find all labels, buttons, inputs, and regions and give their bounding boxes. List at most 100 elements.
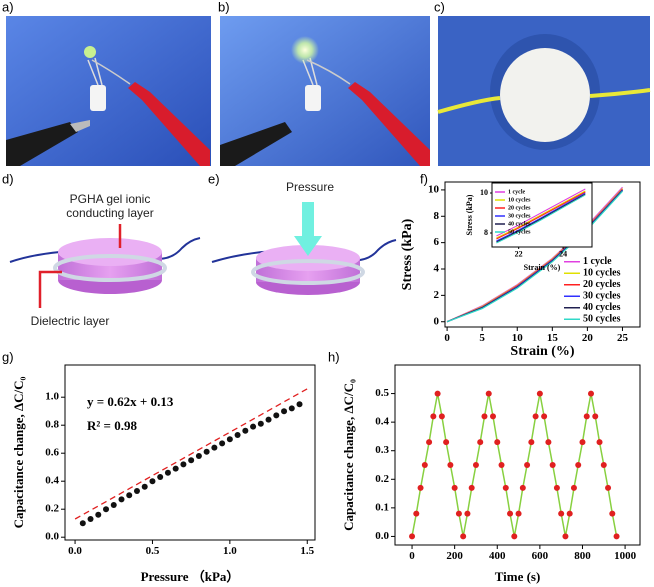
panel-label: f) bbox=[420, 171, 428, 186]
point bbox=[472, 462, 479, 468]
point bbox=[519, 484, 526, 491]
point bbox=[421, 462, 428, 468]
point bbox=[438, 413, 445, 420]
chart: 22 24 8 10 Strain (%) Stress (kPa) 1 cycle 10 c… bbox=[465, 182, 593, 272]
legend-label: 20 cycles bbox=[583, 279, 621, 290]
point bbox=[596, 439, 603, 446]
y-tick-label: 2 bbox=[434, 289, 440, 301]
point bbox=[600, 462, 607, 468]
x-tick-label: 600 bbox=[532, 550, 549, 562]
point bbox=[188, 457, 195, 464]
x-tick-label: 0 bbox=[409, 550, 415, 562]
point bbox=[481, 413, 488, 420]
point bbox=[507, 510, 514, 517]
point bbox=[468, 484, 475, 491]
point bbox=[455, 510, 462, 517]
series-line bbox=[496, 191, 586, 240]
legend-label: 10 cycles bbox=[583, 268, 621, 279]
x-tick-label: 1000 bbox=[614, 550, 637, 562]
point bbox=[180, 461, 187, 468]
x-tick-label: 24 bbox=[559, 249, 567, 258]
panel-label: h) bbox=[328, 349, 340, 364]
x-tick-label: 20 bbox=[582, 332, 594, 344]
point bbox=[219, 440, 226, 447]
diagram-label: conducting layer bbox=[66, 206, 153, 220]
y-tick-label: 0.8 bbox=[45, 419, 59, 431]
x-tick-label: 200 bbox=[446, 550, 463, 562]
point bbox=[87, 516, 94, 522]
point bbox=[515, 510, 522, 517]
y-axis-label: Capacitance change, ΔC/C₀ bbox=[341, 379, 356, 531]
x-tick-label: 0 bbox=[444, 332, 450, 344]
y-tick-label: 4 bbox=[434, 263, 440, 275]
point bbox=[211, 444, 218, 451]
series-line bbox=[496, 192, 586, 242]
annotation: R² = 0.98 bbox=[87, 418, 137, 433]
y-tick-label: 0.4 bbox=[375, 416, 389, 428]
point bbox=[490, 413, 496, 420]
point bbox=[95, 511, 102, 518]
point bbox=[141, 483, 148, 490]
point bbox=[242, 427, 249, 434]
y-tick-label: 10 bbox=[480, 188, 488, 197]
y-tick-label: 10 bbox=[428, 183, 440, 195]
point bbox=[541, 413, 548, 420]
x-tick-label: 10 bbox=[512, 332, 524, 344]
y-tick-label: 0.0 bbox=[375, 530, 389, 542]
point bbox=[609, 510, 616, 517]
point bbox=[532, 413, 539, 420]
y-axis-label: Stress (kPa) bbox=[465, 194, 474, 235]
panel-label: g) bbox=[2, 349, 14, 364]
series-line bbox=[496, 188, 586, 237]
point bbox=[281, 408, 288, 415]
point bbox=[430, 413, 437, 420]
point bbox=[511, 533, 518, 540]
x-tick-label: 15 bbox=[547, 332, 559, 344]
point bbox=[226, 436, 233, 443]
chart: 0.0 0.5 1.0 1.5 0.0 0.2 0.4 0.6 0.8 1.0 Pressure （… bbox=[11, 364, 316, 584]
series-line bbox=[496, 190, 586, 239]
point bbox=[118, 496, 125, 503]
point bbox=[296, 401, 303, 408]
point bbox=[588, 390, 594, 397]
legend-label: 1 cycle bbox=[583, 256, 612, 267]
diagram-label: Pressure bbox=[286, 180, 334, 194]
point bbox=[103, 506, 110, 513]
point bbox=[579, 439, 586, 446]
point bbox=[133, 488, 140, 494]
y-tick-label: 1.0 bbox=[45, 391, 59, 403]
legend-label: 30 cycles bbox=[583, 291, 621, 302]
legend-label: 10 cycles bbox=[508, 197, 531, 203]
point bbox=[447, 462, 454, 468]
x-axis-label: Strain (%) bbox=[510, 344, 575, 359]
y-tick-label: 0.2 bbox=[45, 503, 59, 515]
series-line bbox=[446, 190, 623, 323]
point bbox=[545, 439, 552, 446]
point bbox=[149, 478, 156, 485]
point bbox=[592, 413, 599, 420]
x-axis-label: Strain (%) bbox=[524, 263, 561, 272]
y-tick-label: 6 bbox=[434, 236, 440, 248]
diagram-d: PGHA gel ionic conducting layer Dielectr… bbox=[9, 192, 201, 328]
point bbox=[195, 453, 202, 459]
point bbox=[460, 533, 467, 540]
y-tick-label: 0 bbox=[434, 315, 440, 327]
point bbox=[583, 413, 590, 420]
y-tick-label: 0.1 bbox=[375, 501, 389, 513]
point bbox=[566, 510, 573, 517]
point bbox=[413, 510, 420, 517]
x-tick-label: 0.5 bbox=[146, 545, 160, 557]
x-tick-label: 1.5 bbox=[300, 545, 314, 557]
y-axis-label: Stress (kPa) bbox=[400, 218, 415, 290]
point bbox=[605, 484, 612, 491]
fit-line bbox=[74, 388, 308, 520]
x-tick-label: 5 bbox=[479, 332, 485, 344]
y-tick-label: 0.3 bbox=[375, 444, 389, 456]
panel-label: c) bbox=[434, 0, 445, 14]
x-tick-label: 25 bbox=[617, 332, 629, 344]
point bbox=[265, 416, 272, 423]
y-tick-label: 0.2 bbox=[375, 473, 389, 485]
point bbox=[443, 439, 450, 446]
